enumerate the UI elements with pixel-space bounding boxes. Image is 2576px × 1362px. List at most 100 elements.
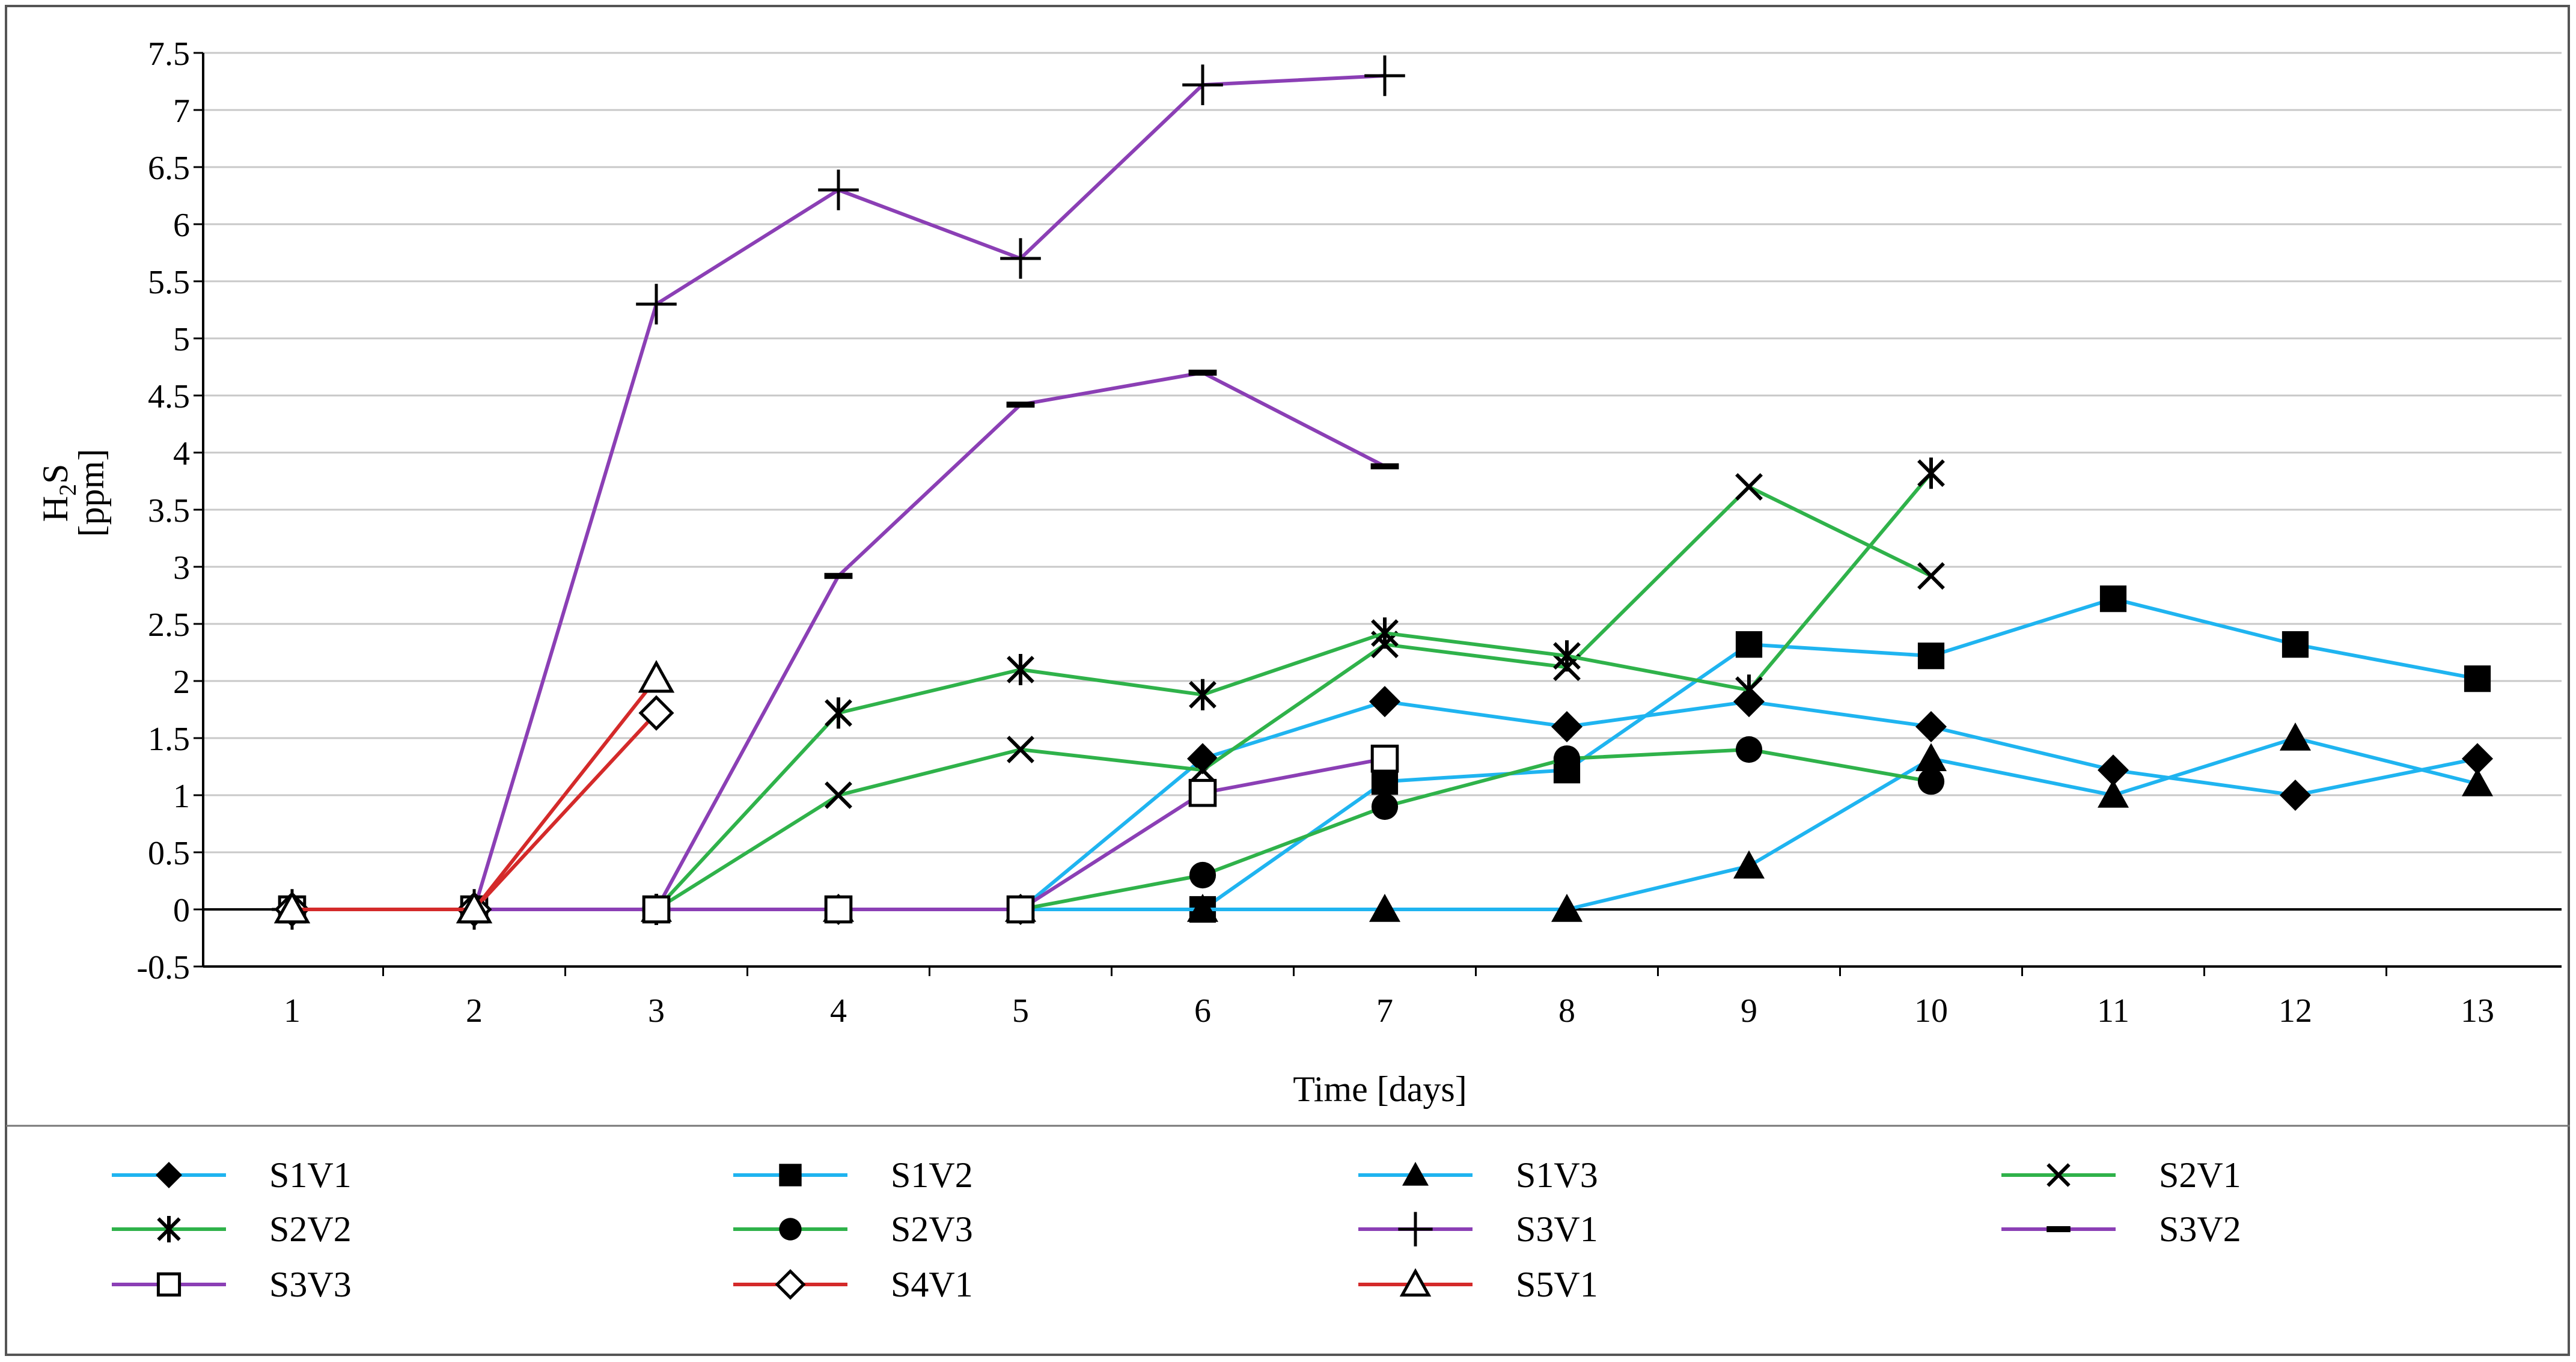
legend-marker-s4v1 [775, 1269, 806, 1300]
data-point-s1v1 [1915, 711, 1947, 742]
y-tick-label: 3 [173, 549, 190, 587]
legend-marker-s2v1 [2046, 1163, 2071, 1187]
x-tick-label: 6 [1194, 992, 1211, 1030]
data-point-s1v1 [1369, 686, 1400, 718]
legend-label-s1v1: S1V1 [269, 1155, 352, 1195]
data-point-s2v1 [1007, 736, 1034, 763]
y-tick-label: 5 [173, 321, 190, 358]
data-point-s5v1 [456, 890, 493, 924]
data-point-s3v3 [1188, 778, 1217, 807]
legend-entry-s4v1: S4V1 [733, 1265, 973, 1304]
series-line-s5v1 [292, 677, 658, 911]
data-point-s2v3 [1735, 736, 1763, 763]
data-point-s4v1 [638, 695, 674, 731]
data-point-s3v1 [1364, 55, 1405, 96]
y-tick-label: 0 [173, 892, 190, 929]
legend-marker-s3v2 [2046, 1226, 2071, 1232]
legend-label-s1v2: S1V2 [891, 1155, 973, 1195]
data-point-s2v3 [1371, 793, 1399, 820]
x-tick-label: 4 [830, 992, 847, 1030]
y-tick-label: 4 [173, 435, 190, 472]
legend: S1V1 S1V2 S1V3 S2V1 S2V2 S2V3 S3V1 S3V2 S3V3 S4V1… [112, 1155, 2241, 1304]
y-tick-label: 6 [173, 207, 190, 244]
series-s2v2 [278, 457, 1945, 925]
data-point-s2v1 [825, 781, 852, 809]
legend-entry-s1v2: S1V2 [733, 1155, 973, 1195]
y-axis-title-tail: S [35, 464, 75, 484]
data-point-s1v3 [2462, 768, 2493, 796]
data-point-s2v2 [1007, 654, 1034, 685]
legend-label-s3v3: S3V3 [269, 1265, 352, 1304]
legend-entry-s3v1: S3V1 [1358, 1209, 1598, 1249]
data-point-s3v3 [1006, 895, 1035, 924]
series-s2v3 [278, 736, 1945, 923]
legend-marker-s1v2 [779, 1164, 802, 1186]
data-point-s3v3 [1370, 744, 1399, 773]
y-tick-label: 2.5 [148, 606, 190, 644]
x-tick-label: 7 [1376, 992, 1393, 1030]
y-tick-label: 3.5 [148, 492, 190, 530]
data-point-s5v1 [638, 660, 675, 693]
legend-marker-s2v3 [779, 1218, 802, 1241]
legend-entry-s2v1: S2V1 [2001, 1155, 2241, 1195]
y-tick-label: 7.5 [148, 35, 190, 73]
y-tick-label: 5.5 [148, 264, 190, 301]
legend-label-s5v1: S5V1 [1516, 1265, 1598, 1304]
data-point-s3v2 [824, 573, 853, 579]
x-tick-label: 5 [1012, 992, 1029, 1030]
data-point-s2v1 [1189, 756, 1216, 784]
data-point-s2v2 [1735, 674, 1763, 706]
legend-label-s1v3: S1V3 [1516, 1155, 1598, 1195]
legend-entry-s3v3: S3V3 [112, 1265, 352, 1304]
grid-lines [203, 52, 2562, 968]
data-point-s1v3 [1187, 894, 1218, 922]
series-s2v1 [278, 473, 1945, 923]
y-tick-label: 6.5 [148, 150, 190, 187]
series-line-s2v2 [292, 472, 1933, 911]
data-point-s1v2 [2099, 585, 2127, 612]
data-point-s2v3 [1189, 861, 1216, 889]
y-tick-label: 0.5 [148, 835, 190, 872]
data-point-s2v1 [1917, 562, 1945, 590]
data-point-s2v2 [825, 697, 852, 729]
y-axis-title-sub: 2 [54, 484, 81, 496]
data-point-s3v2 [1006, 402, 1035, 408]
y-axis-title: H2S [35, 464, 81, 522]
legend-label-s4v1: S4V1 [891, 1265, 973, 1304]
data-point-s1v1 [2280, 780, 2311, 811]
x-tick-label: 9 [1741, 992, 1757, 1030]
data-point-s1v3 [2280, 722, 2311, 751]
legend-marker-s1v3 [1402, 1162, 1429, 1186]
data-point-s3v1 [636, 284, 677, 325]
y-axis-title-main: H [35, 496, 75, 522]
data-point-s1v3 [1369, 894, 1400, 922]
x-axis-title: Time [days] [1293, 1069, 1467, 1109]
x-tick-label: 13 [2461, 992, 2494, 1030]
data-point-s1v2 [1917, 643, 1945, 670]
y-tick-label: 1.5 [148, 721, 190, 758]
series-s3v1 [272, 55, 1405, 930]
data-point-s1v2 [2281, 631, 2309, 658]
x-tick-label: 11 [2097, 992, 2129, 1030]
data-point-s3v2 [1370, 463, 1399, 469]
series-line-s4v1 [292, 712, 658, 911]
data-point-s2v2 [1553, 640, 1581, 672]
series-s3v3 [278, 744, 1399, 924]
y-tick-label: 1 [173, 778, 190, 815]
legend-label-s3v1: S3V1 [1516, 1209, 1598, 1249]
data-point-s1v3 [1551, 894, 1583, 922]
series-lines [272, 55, 2493, 930]
x-tick-label: 12 [2278, 992, 2312, 1030]
legend-marker-s3v3 [156, 1272, 182, 1297]
data-point-s1v1 [2098, 754, 2129, 786]
data-point-s3v2 [1188, 370, 1217, 376]
x-tick-label: 2 [466, 992, 483, 1030]
data-point-s3v1 [818, 169, 859, 210]
data-point-s3v3 [642, 895, 671, 924]
x-tick-label: 1 [284, 992, 301, 1030]
legend-entry-s2v2: S2V2 [112, 1209, 352, 1249]
legend-entry-s2v3: S2V3 [733, 1209, 973, 1249]
legend-label-s2v3: S2V3 [891, 1209, 973, 1249]
data-point-s2v2 [1371, 617, 1399, 649]
data-point-s2v2 [1917, 457, 1945, 489]
